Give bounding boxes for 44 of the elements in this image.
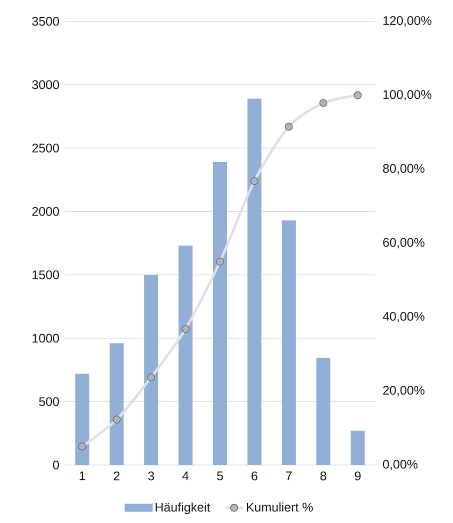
point: [284, 122, 293, 131]
y-tick-label: 3000: [32, 80, 59, 90]
x-tick-label: 2: [114, 472, 120, 480]
y-tick-label: 500: [39, 397, 59, 406]
point: [147, 373, 156, 382]
x-tick-label: 7: [286, 472, 292, 480]
y-tick-label: 1000: [32, 334, 59, 343]
y2-tick-label: 100,00%: [383, 90, 432, 100]
point: [78, 442, 86, 450]
bar: [316, 358, 330, 465]
point: [250, 177, 258, 185]
x-tick-label: 5: [217, 472, 223, 480]
bar: [350, 430, 365, 465]
y2-tick-label: 0,00%: [383, 460, 418, 470]
x-tick-label: 6: [252, 472, 258, 480]
bar: [282, 220, 296, 465]
legend-label: Häufigkeit: [156, 502, 210, 514]
y-tick-label: 3500: [32, 16, 59, 26]
point: [319, 99, 328, 107]
y2-tick-label: 80,00%: [383, 164, 424, 174]
x-tick-label: 3: [148, 472, 154, 480]
y-tick-label: 1500: [32, 270, 59, 280]
bar: [247, 98, 262, 465]
point: [182, 324, 190, 333]
bar: [144, 274, 158, 465]
y-tick-label: 2500: [32, 144, 59, 153]
bar: [110, 343, 124, 465]
bar: [75, 374, 90, 465]
y2-tick-label: 60,00%: [383, 238, 424, 248]
point: [216, 258, 224, 266]
x-tick-label: 9: [354, 472, 361, 480]
point: [112, 416, 121, 424]
bar: [212, 162, 227, 465]
x-tick-label: 4: [182, 472, 189, 480]
y2-tick-label: 40,00%: [382, 312, 424, 322]
x-tick-label: 1: [80, 472, 86, 480]
point: [354, 91, 362, 100]
y2-tick-label: 20,00%: [383, 386, 424, 396]
y2-tick-label: 120,00%: [383, 16, 432, 26]
bar: [178, 246, 193, 465]
y-tick-label: 2000: [32, 207, 59, 216]
y-tick-label: 0: [53, 460, 59, 470]
legend-label: Kumuliert %: [246, 502, 313, 512]
x-tick-label: 8: [320, 472, 326, 480]
